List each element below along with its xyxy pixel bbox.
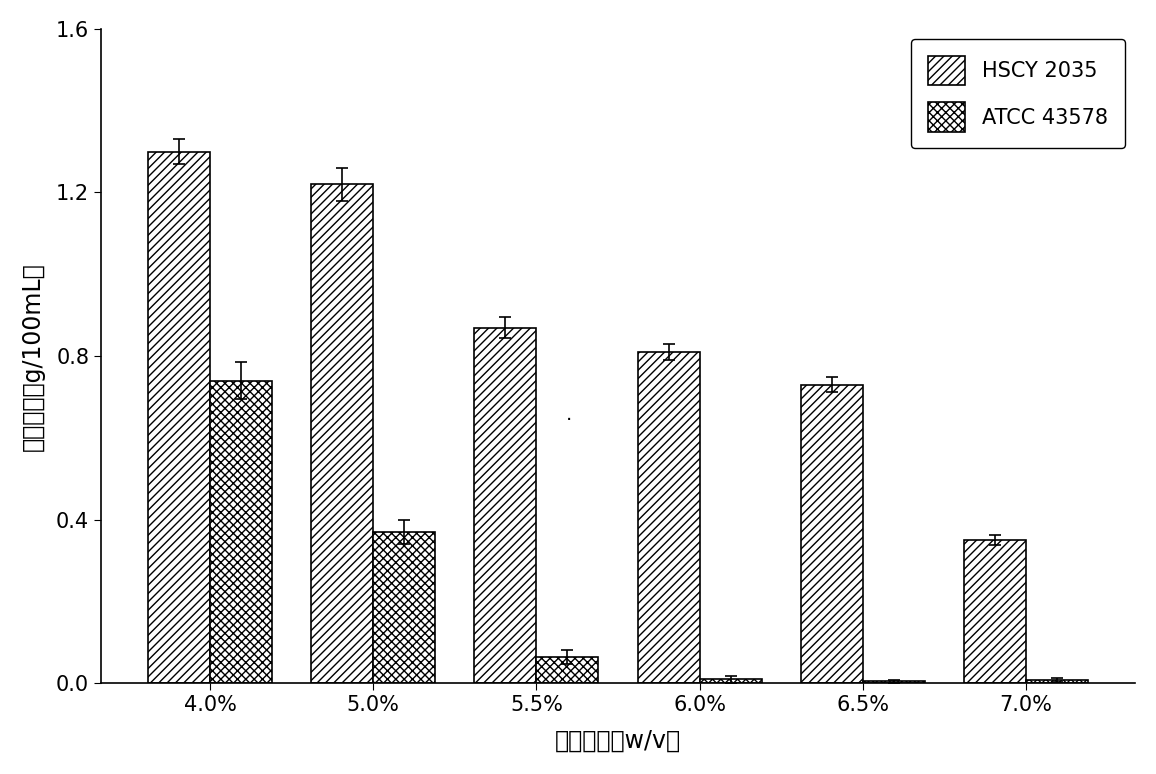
Bar [148,152,210,683]
Bar [964,540,1027,683]
Text: ·: · [565,411,572,430]
X-axis label: 乙酸含量（w/v）: 乙酸含量（w/v） [555,729,681,753]
Bar [862,681,925,683]
Bar [373,532,436,683]
Bar [699,680,762,683]
Bar [210,381,272,683]
Bar [311,184,373,683]
Legend: HSCY 2035, ATCC 43578: HSCY 2035, ATCC 43578 [911,39,1125,148]
Y-axis label: 乳酸含量（g/100mL）: 乳酸含量（g/100mL） [21,262,45,450]
Bar [801,385,862,683]
Bar [536,657,599,683]
Bar [474,327,536,683]
Bar [638,352,699,683]
Bar [1027,680,1088,683]
